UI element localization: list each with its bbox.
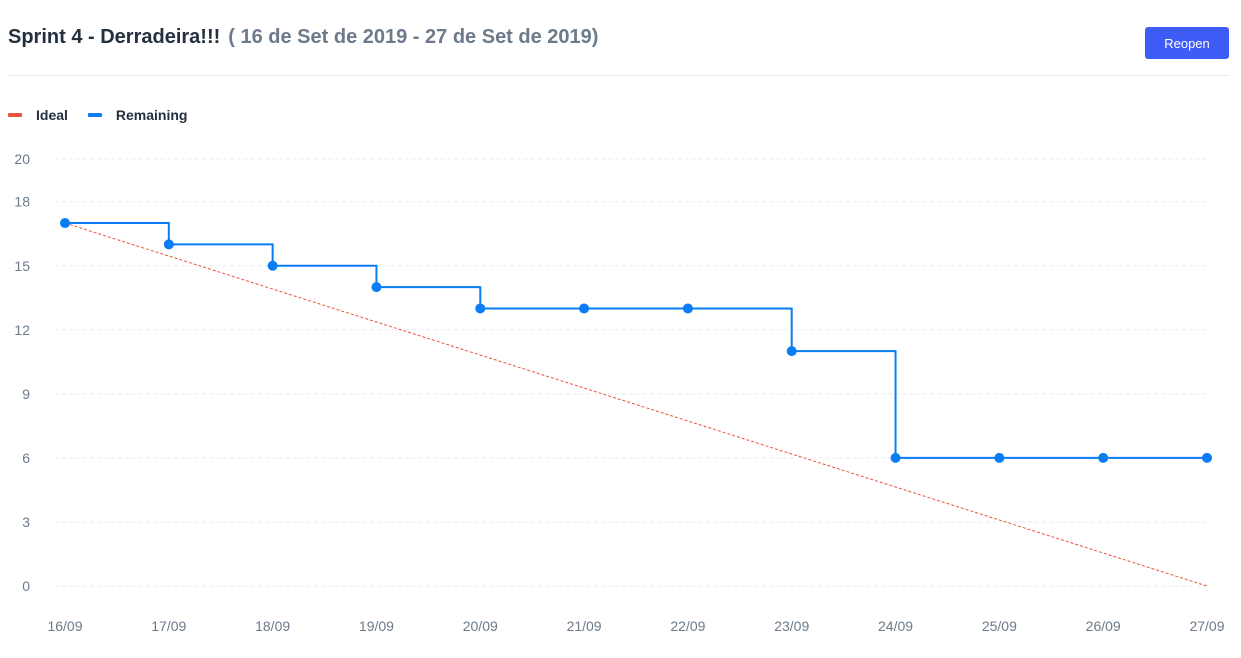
legend-item-remaining[interactable]: Remaining [87, 107, 188, 123]
remaining-point [890, 452, 901, 463]
x-tick-label: 25/09 [982, 618, 1017, 634]
x-tick-label: 19/09 [359, 618, 394, 634]
remaining-point [60, 218, 70, 229]
remaining-point [994, 452, 1005, 463]
burndown-chart: 0 3 6 9 12 15 18 20 16/09 17/09 18/09 19/09 20/09 21/… [14, 151, 1224, 634]
x-tick-label: 23/09 [774, 618, 809, 634]
chart-legend: Ideal Remaining [8, 107, 207, 123]
x-tick-label: 21/09 [567, 618, 602, 634]
remaining-point [786, 346, 797, 357]
x-tick-label: 18/09 [255, 618, 290, 634]
ideal-line [64, 222, 1208, 587]
legend-item-ideal[interactable]: Ideal [8, 107, 68, 123]
x-tick-label: 16/09 [47, 618, 82, 634]
remaining-step-line [65, 222, 1207, 459]
remaining-point [1202, 452, 1212, 463]
sprint-header: Sprint 4 - Derradeira!!! ( 16 de Set de 2… [8, 0, 1229, 76]
remaining-point [1098, 452, 1109, 463]
remaining-point [682, 303, 693, 314]
legend-swatch-ideal [8, 113, 22, 117]
x-tick-label: 17/09 [151, 618, 186, 634]
x-tick-label: 26/09 [1086, 618, 1121, 634]
x-tick-label: 24/09 [878, 618, 913, 634]
legend-swatch-remaining [87, 113, 102, 117]
y-tick-label: 9 [22, 386, 30, 402]
x-tick-label: 22/09 [670, 618, 705, 634]
y-tick-label: 20 [14, 151, 30, 167]
y-tick-label: 12 [14, 322, 30, 338]
legend-label-remaining: Remaining [115, 107, 188, 123]
remaining-point [371, 282, 382, 293]
sprint-name: Sprint 4 - Derradeira!!! [8, 26, 221, 48]
remaining-point [579, 303, 590, 314]
remaining-point [475, 303, 486, 314]
y-tick-label: 18 [14, 194, 30, 210]
remaining-point [267, 260, 278, 271]
sprint-title: Sprint 4 - Derradeira!!! ( 16 de Set de 2… [8, 26, 598, 49]
reopen-button[interactable]: Reopen [1145, 27, 1229, 59]
y-tick-label: 6 [22, 450, 30, 466]
y-tick-label: 0 [22, 578, 30, 594]
x-tick-label: 27/09 [1189, 618, 1224, 634]
legend-label-ideal: Ideal [36, 107, 68, 123]
x-tick-label: 20/09 [463, 618, 498, 634]
y-tick-label: 15 [14, 258, 30, 274]
y-tick-label: 3 [22, 514, 30, 530]
remaining-point [163, 239, 174, 250]
sprint-date-range: ( 16 de Set de 2019 - 27 de Set de 2019) [228, 26, 599, 48]
